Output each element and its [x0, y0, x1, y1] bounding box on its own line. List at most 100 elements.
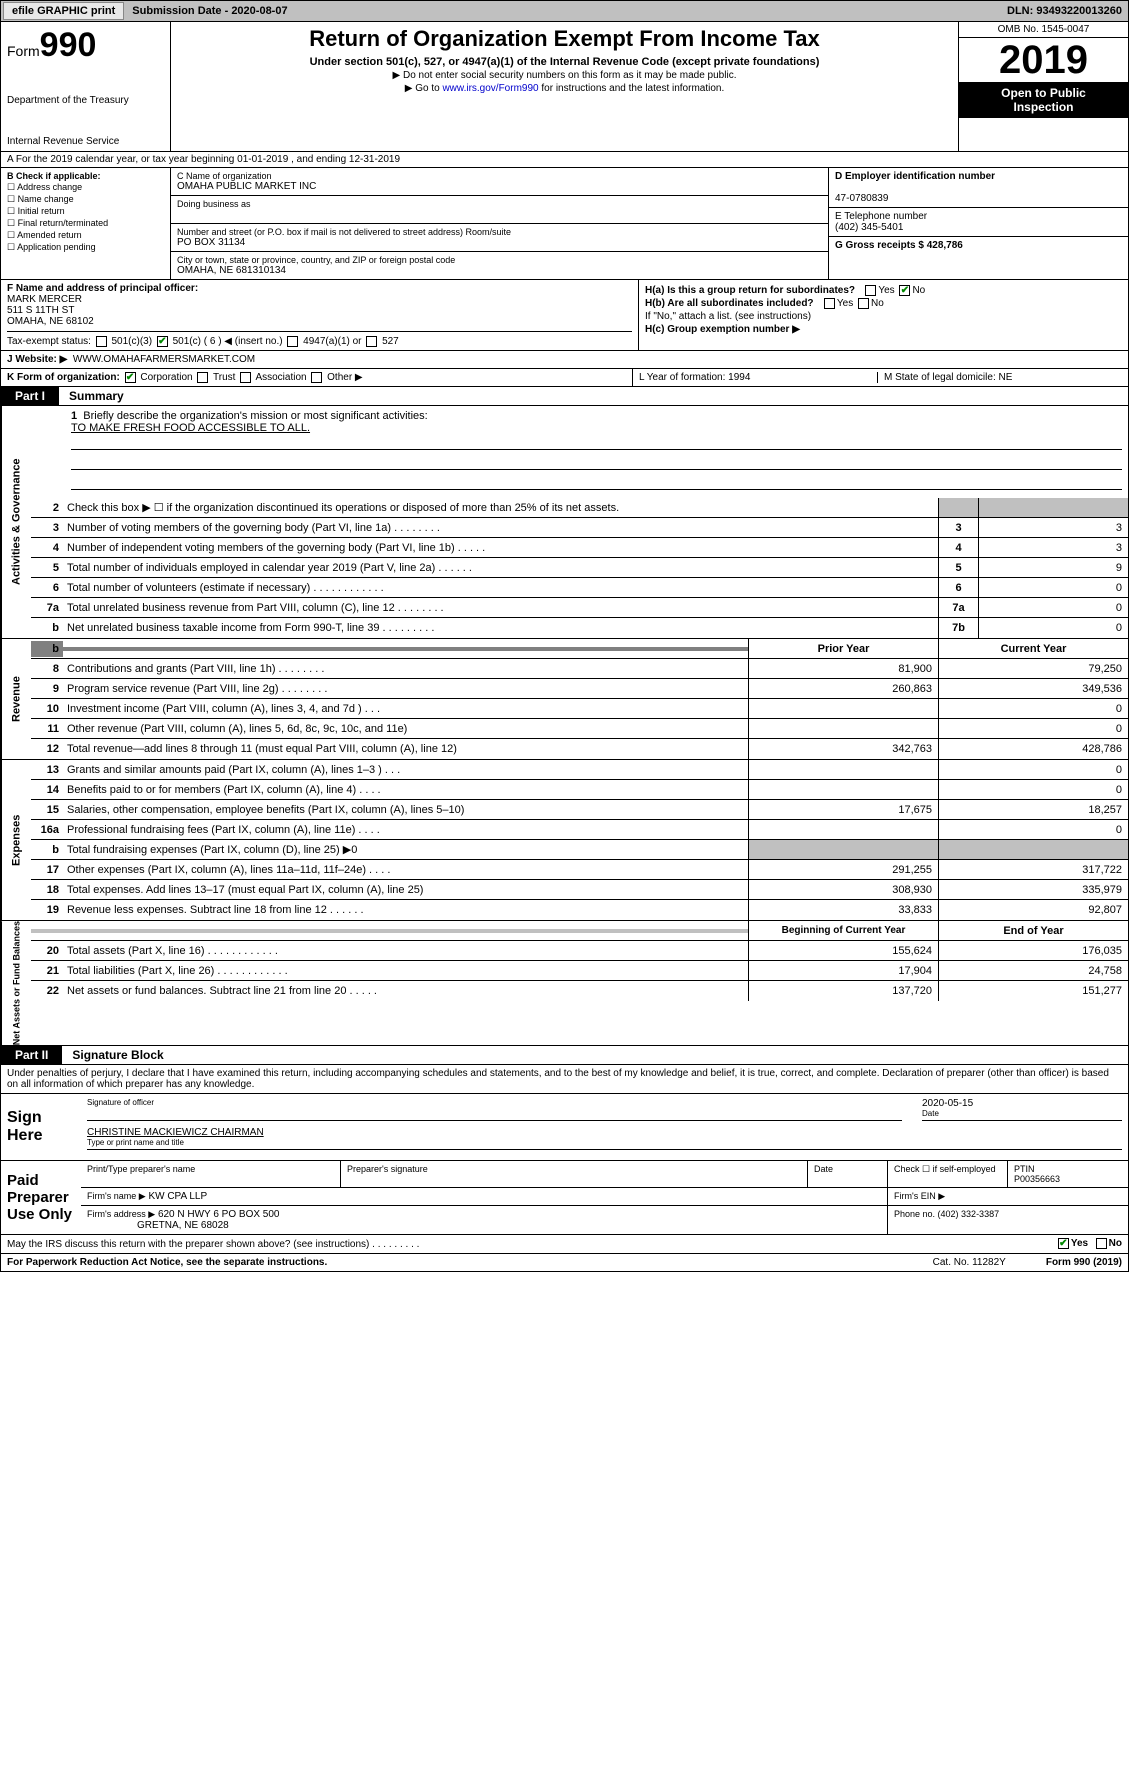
org-name: OMAHA PUBLIC MARKET INC — [177, 181, 822, 192]
row-klm: K Form of organization: ✔ Corporation Tr… — [0, 369, 1129, 387]
hb-yes[interactable] — [824, 298, 835, 309]
org-name-label: C Name of organization — [177, 171, 822, 181]
chk-address-change[interactable]: ☐ Address change — [7, 182, 164, 193]
table-row: bTotal fundraising expenses (Part IX, co… — [31, 840, 1128, 860]
table-row: 18Total expenses. Add lines 13–17 (must … — [31, 880, 1128, 900]
hb-note: If "No," attach a list. (see instruction… — [645, 311, 1122, 322]
gov-section: Activities & Governance 1 Briefly descri… — [0, 406, 1129, 639]
pp-date-hdr: Date — [808, 1161, 888, 1187]
table-row: 12Total revenue—add lines 8 through 11 (… — [31, 739, 1128, 759]
form-header: Form990 Department of the Treasury Inter… — [0, 22, 1129, 152]
chk-final-return[interactable]: ☐ Final return/terminated — [7, 218, 164, 229]
city-row: City or town, state or province, country… — [171, 252, 828, 279]
l-year-formation: L Year of formation: 1994 — [639, 372, 877, 383]
chk-initial-return[interactable]: ☐ Initial return — [7, 206, 164, 217]
opt-trust: Trust — [213, 372, 235, 383]
pp-selfemp: Check ☐ if self-employed — [888, 1161, 1008, 1187]
group-return-block: H(a) Is this a group return for subordin… — [638, 280, 1128, 350]
block-fh: F Name and address of principal officer:… — [0, 280, 1129, 351]
firm-ein-label: Firm's EIN ▶ — [888, 1188, 1128, 1205]
table-row: 16aProfessional fundraising fees (Part I… — [31, 820, 1128, 840]
chk-501c[interactable]: ✔ — [157, 336, 168, 347]
pp-name-hdr: Print/Type preparer's name — [81, 1161, 341, 1187]
ha-no[interactable]: ✔ — [899, 285, 910, 296]
chk-trust[interactable] — [197, 372, 208, 383]
begin-year-hdr: Beginning of Current Year — [748, 921, 938, 940]
part2-title: Signature Block — [62, 1048, 163, 1062]
irs-link[interactable]: www.irs.gov/Form990 — [442, 83, 538, 94]
city-val: OMAHA, NE 681310134 — [177, 265, 822, 276]
curr-year-hdr: Current Year — [938, 639, 1128, 658]
omb-number: OMB No. 1545-0047 — [959, 22, 1128, 38]
mission-num: 1 — [71, 410, 77, 422]
sign-here-body: Signature of officer 2020-05-15 Date CHR… — [81, 1094, 1128, 1160]
website-val: WWW.OMAHAFARMERSMARKET.COM — [73, 354, 255, 365]
chk-4947[interactable] — [287, 336, 298, 347]
firm-name: KW CPA LLP — [148, 1191, 207, 1202]
chk-527[interactable] — [366, 336, 377, 347]
hb-no[interactable] — [858, 298, 869, 309]
table-row: 14Benefits paid to or for members (Part … — [31, 780, 1128, 800]
table-row: 4Number of independent voting members of… — [31, 538, 1128, 558]
sign-here-label: Sign Here — [1, 1094, 81, 1160]
signature-section: Under penalties of perjury, I declare th… — [0, 1065, 1129, 1235]
sig-name-label: Type or print name and title — [87, 1138, 1122, 1147]
chk-amended-return[interactable]: ☐ Amended return — [7, 230, 164, 241]
part1-tab: Part I — [1, 387, 59, 405]
sig-date: 2020-05-15 — [922, 1098, 973, 1109]
table-row: 5Total number of individuals employed in… — [31, 558, 1128, 578]
form-subtitle: Under section 501(c), 527, or 4947(a)(1)… — [175, 56, 954, 68]
table-row: 8Contributions and grants (Part VIII, li… — [31, 659, 1128, 679]
chk-corporation[interactable]: ✔ — [125, 372, 136, 383]
paid-grid: Print/Type preparer's name Preparer's si… — [81, 1161, 1128, 1234]
f-label: F Name and address of principal officer: — [7, 283, 198, 294]
chk-name-change[interactable]: ☐ Name change — [7, 194, 164, 205]
form-prefix: Form — [7, 43, 40, 59]
pp-sig-hdr: Preparer's signature — [341, 1161, 808, 1187]
gross-receipts-row: G Gross receipts $ 428,786 — [829, 237, 1128, 254]
b-label: B Check if applicable: — [7, 171, 101, 181]
ptin-val: P00356663 — [1014, 1174, 1060, 1184]
city-label: City or town, state or province, country… — [177, 255, 822, 265]
k-label: K Form of organization: — [7, 372, 120, 383]
officer-addr1: 511 S 11TH ST — [7, 305, 74, 316]
net-side-label: Net Assets or Fund Balances — [1, 921, 31, 1045]
opt-corp: Corporation — [140, 372, 192, 383]
ha-yes[interactable] — [865, 285, 876, 296]
opt-501c: 501(c) ( 6 ) ◀ (insert no.) — [173, 336, 283, 347]
table-row: 13Grants and similar amounts paid (Part … — [31, 760, 1128, 780]
part2-header: Part II Signature Block — [0, 1046, 1129, 1065]
principal-officer: F Name and address of principal officer:… — [1, 280, 638, 350]
discuss-no[interactable] — [1096, 1238, 1107, 1249]
discuss-yes[interactable]: ✔ — [1058, 1238, 1069, 1249]
sig-date-label: Date — [922, 1109, 1122, 1118]
exp-section: Expenses 13Grants and similar amounts pa… — [0, 760, 1129, 921]
table-row: 20Total assets (Part X, line 16) . . . .… — [31, 941, 1128, 961]
opt-501c3: 501(c)(3) — [111, 336, 152, 347]
prior-year-hdr: Prior Year — [748, 639, 938, 658]
inspect1: Open to Public — [1001, 86, 1086, 100]
header-left: Form990 Department of the Treasury Inter… — [1, 22, 171, 151]
part1-header: Part I Summary — [0, 387, 1129, 406]
chk-501c3[interactable] — [96, 336, 107, 347]
chk-other[interactable] — [311, 372, 322, 383]
chk-assoc[interactable] — [240, 372, 251, 383]
addr-label: Number and street (or P.O. box if mail i… — [177, 227, 822, 237]
rev-section: Revenue b Prior Year Current Year 8Contr… — [0, 639, 1129, 760]
header-right: OMB No. 1545-0047 2019 Open to Public In… — [958, 22, 1128, 151]
paid-preparer-label: Paid Preparer Use Only — [1, 1161, 81, 1234]
phone-val: (402) 345-5401 — [835, 222, 903, 233]
footer-left: For Paperwork Reduction Act Notice, see … — [7, 1257, 327, 1268]
firm-addr2: GRETNA, NE 68028 — [137, 1220, 229, 1231]
part1-title: Summary — [59, 389, 124, 403]
net-section: Net Assets or Fund Balances Beginning of… — [0, 921, 1129, 1046]
efile-topbar: efile GRAPHIC print Submission Date - 20… — [0, 0, 1129, 22]
hb-row: H(b) Are all subordinates included? Yes … — [645, 298, 1122, 309]
addr-val: PO BOX 31134 — [177, 237, 822, 248]
addr-row: Number and street (or P.O. box if mail i… — [171, 224, 828, 252]
col-de: D Employer identification number 47-0780… — [828, 168, 1128, 279]
efile-graphic-print-button[interactable]: efile GRAPHIC print — [3, 2, 124, 20]
discuss-row: May the IRS discuss this return with the… — [0, 1235, 1129, 1253]
mission-label: Briefly describe the organization's miss… — [83, 410, 427, 422]
chk-application-pending[interactable]: ☐ Application pending — [7, 242, 164, 253]
